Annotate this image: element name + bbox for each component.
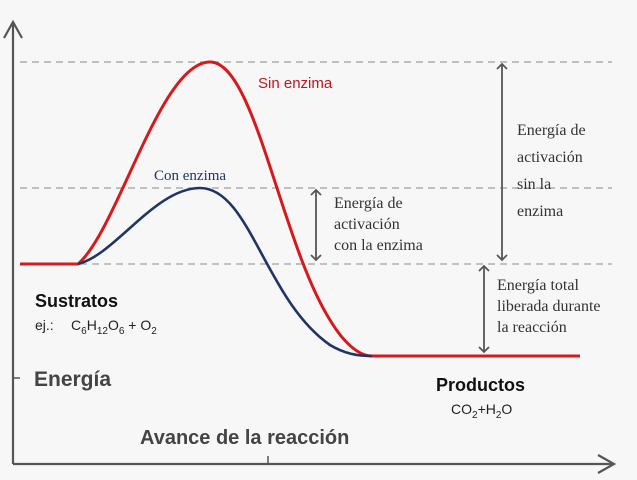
ea-con-enzima-label: Energía de activación con la enzima bbox=[334, 195, 423, 254]
x-axis-label: Avance de la reacción bbox=[140, 427, 349, 449]
productos-formula-text: CO bbox=[451, 401, 472, 417]
sustratos-formula-subscript: 12 bbox=[97, 326, 109, 337]
energia-liberada-line-1: Energía total bbox=[497, 277, 579, 294]
energia-liberada-line-3: la reacción bbox=[497, 319, 567, 336]
sustratos-label: Sustratos bbox=[35, 291, 118, 311]
sustratos-formula-text: C bbox=[71, 317, 81, 333]
con-enzima-label: Con enzima bbox=[154, 168, 226, 184]
ea-con-enzima-line-1: Energía de bbox=[334, 195, 403, 212]
sustratos-formula-subscript: 6 bbox=[81, 326, 87, 337]
ea-con-enzima-line-3: con la enzima bbox=[334, 237, 423, 254]
productos-formula-subscript: 2 bbox=[496, 410, 502, 421]
sustratos-formula-text: O bbox=[108, 317, 119, 333]
productos-formula: CO2+H2O bbox=[451, 401, 512, 421]
ea-sin-enzima-line-3: sin la bbox=[517, 176, 551, 193]
ea-sin-enzima-label: Energía de activación sin la enzima bbox=[517, 122, 586, 220]
sustratos-formula: C6H12O6 + O2 bbox=[71, 317, 157, 337]
sin-enzima-curve bbox=[20, 60, 580, 358]
x-axis-arrowhead bbox=[597, 454, 617, 474]
ea-sin-enzima-line-2: activación bbox=[517, 149, 583, 166]
sustratos-formula-text: H bbox=[87, 317, 97, 333]
sustratos-formula-subscript: 2 bbox=[151, 326, 157, 337]
ea-sin-enzima-line-4: enzima bbox=[517, 203, 563, 220]
ea-sin-enzima-line-1: Energía de bbox=[517, 122, 586, 139]
y-axis-arrowhead bbox=[3, 19, 23, 39]
sin-enzima-label: Sin enzima bbox=[258, 75, 333, 92]
productos-formula-text: +H bbox=[478, 401, 496, 417]
sustratos-formula-subscript: 6 bbox=[119, 326, 125, 337]
productos-formula-text: O bbox=[501, 401, 512, 417]
energia-axis-label: Energía bbox=[34, 368, 111, 391]
energia-liberada-line-2: liberada durante bbox=[497, 298, 601, 315]
sustratos-example-prefix: ej.: bbox=[35, 317, 54, 333]
ea-con-enzima-line-2: activación bbox=[334, 216, 400, 233]
energia-liberada-label: Energía total liberada durante la reacción bbox=[497, 277, 601, 336]
con-enzima-curve bbox=[77, 186, 373, 358]
productos-label: Productos bbox=[436, 375, 525, 395]
sustratos-formula-text: + O bbox=[124, 317, 151, 333]
productos-formula-subscript: 2 bbox=[472, 410, 478, 421]
